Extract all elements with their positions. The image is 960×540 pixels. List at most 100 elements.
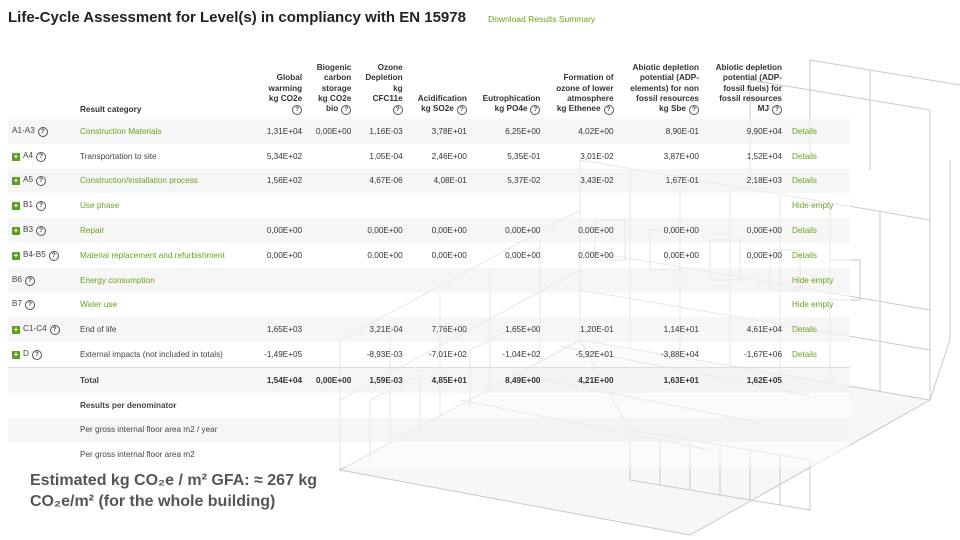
hide-empty-link[interactable]: Hide empty bbox=[792, 300, 834, 310]
question-circle-icon[interactable]: ? bbox=[392, 105, 403, 115]
value-cell: 6,25E+00 bbox=[472, 119, 547, 144]
category-cell: Results per denominator bbox=[76, 392, 256, 418]
question-circle-icon[interactable]: ? bbox=[31, 350, 42, 361]
table-row: + B4-B5? Material replacement and refurbis… bbox=[8, 242, 850, 268]
value-cell bbox=[308, 168, 358, 194]
value-cell bbox=[408, 417, 473, 443]
category-link[interactable]: Repair bbox=[80, 226, 105, 236]
value-cell: 0,00E+00 bbox=[546, 218, 620, 243]
category-link[interactable]: Energy consumption bbox=[80, 275, 155, 285]
question-circle-icon[interactable]: ? bbox=[292, 105, 303, 115]
table-row: Total 1,54E+04 0,00E+00 1,59E-03 4,85E+01 8,4… bbox=[8, 366, 850, 393]
value-cell: 5,37E-02 bbox=[472, 168, 547, 194]
question-circle-icon[interactable]: ? bbox=[688, 105, 699, 115]
question-circle-icon[interactable]: ? bbox=[456, 105, 467, 115]
plus-square-icon[interactable]: + bbox=[12, 250, 20, 260]
value-cell bbox=[256, 292, 309, 318]
category-link[interactable]: Water use bbox=[80, 300, 118, 310]
stage-cell: B6? bbox=[8, 267, 76, 293]
category-cell: Repair bbox=[76, 218, 256, 243]
category-link[interactable]: Construction/installation process bbox=[80, 176, 198, 186]
table-row: + A5? Construction/installation process 1,5… bbox=[8, 168, 850, 194]
question-circle-icon[interactable]: ? bbox=[36, 226, 47, 237]
plus-square-icon[interactable]: + bbox=[12, 226, 20, 236]
details-link[interactable]: Details bbox=[792, 250, 818, 260]
action-cell: Details bbox=[788, 168, 850, 194]
hide-empty-link[interactable]: Hide empty bbox=[792, 275, 834, 285]
value-cell bbox=[472, 442, 547, 468]
category-link[interactable]: Use phase bbox=[80, 201, 120, 211]
action-cell: Details bbox=[788, 143, 850, 169]
category-label: Per gross internal floor area m2 bbox=[80, 450, 195, 460]
hide-empty-link[interactable]: Hide empty bbox=[792, 201, 834, 211]
value-cell bbox=[308, 317, 358, 343]
stage-label: B1 bbox=[23, 200, 34, 210]
value-cell: 0,00E+00 bbox=[256, 218, 309, 243]
value-cell bbox=[308, 242, 358, 268]
category-cell: Per gross internal floor area m2 / year bbox=[76, 417, 256, 443]
category-cell: Water use bbox=[76, 292, 256, 318]
plus-square-icon[interactable]: + bbox=[12, 350, 20, 360]
question-circle-icon[interactable]: ? bbox=[25, 300, 36, 311]
value-cell: 0,00E+00 bbox=[408, 218, 473, 243]
question-circle-icon[interactable]: ? bbox=[49, 325, 60, 336]
value-cell: 0,00E+00 bbox=[472, 218, 547, 243]
page-header: Life-Cycle Assessment for Level(s) in co… bbox=[8, 9, 595, 26]
value-cell: 1,05E-04 bbox=[357, 143, 409, 169]
value-cell bbox=[619, 193, 705, 219]
details-link[interactable]: Details bbox=[792, 126, 818, 136]
category-label: Transportation to site bbox=[80, 151, 157, 161]
category-label: Total bbox=[80, 375, 99, 385]
question-circle-icon[interactable]: ? bbox=[25, 275, 36, 286]
value-cell: 0,00E+00 bbox=[308, 366, 358, 393]
value-cell: 5,34E+02 bbox=[256, 143, 309, 169]
category-cell: Transportation to site bbox=[76, 143, 256, 169]
details-link[interactable]: Details bbox=[792, 151, 818, 161]
action-column-header bbox=[788, 40, 850, 119]
stage-cell bbox=[8, 417, 76, 443]
question-circle-icon[interactable]: ? bbox=[603, 105, 614, 115]
plus-square-icon[interactable]: + bbox=[12, 151, 20, 161]
details-link[interactable]: Details bbox=[792, 325, 818, 335]
plus-square-icon[interactable]: + bbox=[12, 176, 20, 186]
action-cell: Details bbox=[788, 317, 850, 343]
result-category-header: Result category bbox=[80, 104, 142, 114]
question-circle-icon[interactable]: ? bbox=[48, 250, 59, 261]
stage-label: D bbox=[23, 349, 29, 359]
question-circle-icon[interactable]: ? bbox=[36, 151, 47, 162]
question-circle-icon[interactable]: ? bbox=[37, 126, 48, 137]
stage-label: B4-B5 bbox=[23, 249, 46, 259]
question-circle-icon[interactable]: ? bbox=[36, 176, 47, 187]
value-cell: 4,08E-01 bbox=[408, 168, 473, 194]
category-cell: Per gross internal floor area m2 bbox=[76, 442, 256, 468]
plus-square-icon[interactable]: + bbox=[12, 325, 20, 335]
category-link[interactable]: Material replacement and refurbishment bbox=[80, 250, 225, 260]
category-cell: External impacts (not included in totals… bbox=[76, 342, 256, 368]
action-cell: Hide empty bbox=[788, 193, 850, 219]
value-cell: 1,14E+01 bbox=[619, 317, 705, 343]
question-circle-icon[interactable]: ? bbox=[341, 105, 352, 115]
value-cell bbox=[704, 193, 788, 219]
category-link[interactable]: Construction Materials bbox=[80, 126, 162, 136]
question-circle-icon[interactable]: ? bbox=[530, 105, 541, 115]
question-circle-icon[interactable]: ? bbox=[772, 105, 782, 115]
details-link[interactable]: Details bbox=[792, 176, 818, 186]
table-row: Per gross internal floor area m2 bbox=[8, 442, 850, 468]
value-cell: 0,00E+00 bbox=[472, 242, 547, 268]
download-results-summary-link[interactable]: Download Results Summary bbox=[487, 14, 596, 24]
value-cell: 1,31E+04 bbox=[256, 119, 309, 144]
value-cell: 4,61E+04 bbox=[704, 317, 788, 343]
value-cell bbox=[546, 417, 620, 443]
stage-label: A1-A3 bbox=[12, 125, 35, 135]
details-link[interactable]: Details bbox=[792, 350, 818, 360]
value-cell bbox=[357, 292, 409, 318]
question-circle-icon[interactable]: ? bbox=[36, 201, 47, 212]
category-cell: Total bbox=[76, 366, 256, 393]
action-cell: Details bbox=[788, 342, 850, 368]
stage-cell: + B4-B5? bbox=[8, 242, 76, 268]
plus-square-icon[interactable]: + bbox=[12, 201, 20, 211]
table-row: + A4? Transportation to site 5,34E+02 1,05E-… bbox=[8, 143, 850, 169]
details-link[interactable]: Details bbox=[792, 226, 818, 236]
value-cell: 5,35E-01 bbox=[472, 143, 547, 169]
stage-cell bbox=[8, 392, 76, 418]
